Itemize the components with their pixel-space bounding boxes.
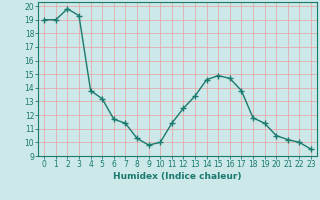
X-axis label: Humidex (Indice chaleur): Humidex (Indice chaleur) bbox=[113, 172, 242, 181]
